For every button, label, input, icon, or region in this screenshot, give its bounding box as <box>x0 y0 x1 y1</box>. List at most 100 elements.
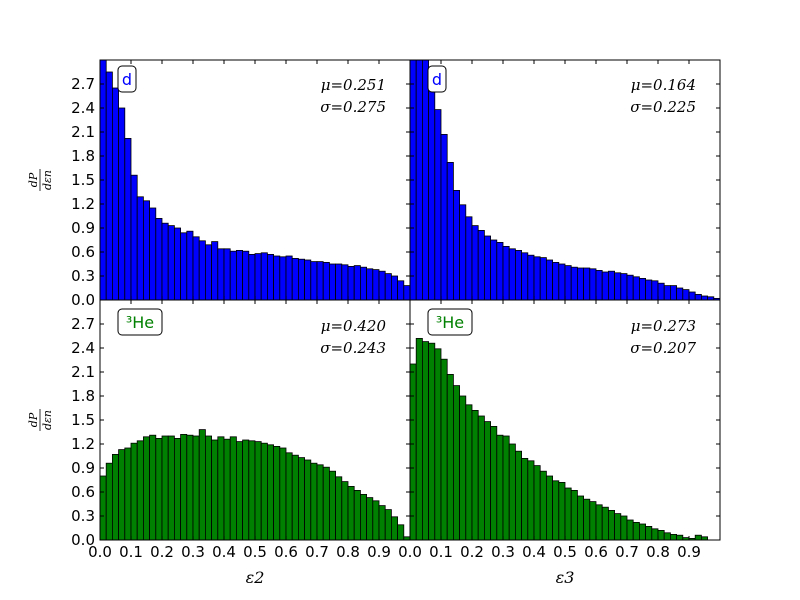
bar <box>403 285 411 301</box>
ylabel-top: dP dεn <box>27 169 54 191</box>
bar <box>676 534 684 541</box>
badge-bottom-left: ³He <box>117 308 163 336</box>
bar <box>248 440 256 541</box>
bar <box>651 528 659 541</box>
bar <box>589 268 597 301</box>
bar <box>285 452 293 541</box>
bar <box>632 522 640 541</box>
bar <box>564 487 572 541</box>
bar <box>285 255 293 301</box>
bar <box>477 229 485 301</box>
x-tick-label: 0.1 <box>119 543 143 561</box>
y-tick-label: 2.7 <box>71 315 95 333</box>
mu-top-left: μ=0.251 <box>321 76 386 94</box>
y-tick-label: 1.8 <box>71 387 95 405</box>
y-tick-label: 0.9 <box>71 459 95 477</box>
bar <box>384 509 392 541</box>
bar <box>186 434 194 541</box>
bar <box>508 248 516 301</box>
bar <box>459 204 467 301</box>
bar <box>266 444 274 541</box>
x-tick-label: 0.4 <box>522 543 546 561</box>
bar <box>471 409 479 541</box>
mu-bottom-left: μ=0.420 <box>321 317 387 335</box>
bar <box>390 516 398 541</box>
bar <box>428 342 436 541</box>
bar <box>310 462 318 541</box>
bar <box>378 270 386 301</box>
y-tick-label: 2.4 <box>71 339 95 357</box>
y-tick-label: 0.6 <box>71 483 95 501</box>
bar <box>211 439 219 541</box>
bar <box>149 207 157 301</box>
y-tick-label: 2.1 <box>71 123 95 141</box>
x-tick-label: 0.1 <box>429 543 453 561</box>
bar <box>533 256 541 301</box>
bar <box>359 266 367 301</box>
bar <box>477 415 485 541</box>
bar <box>446 373 454 541</box>
bar <box>483 235 491 301</box>
bar <box>347 265 355 301</box>
badge-top-right: d <box>427 65 447 93</box>
bar <box>502 245 510 301</box>
bar <box>626 274 634 301</box>
y-tick-label: 2.4 <box>71 99 95 117</box>
badge-bottom-right: ³He <box>427 308 473 336</box>
bar <box>515 249 523 301</box>
bar <box>136 440 144 541</box>
bar <box>266 253 274 301</box>
panel-top-right <box>409 59 721 301</box>
bar <box>366 268 374 301</box>
sigma-bottom-left: σ=0.243 <box>320 339 386 357</box>
bar <box>415 337 423 541</box>
bar <box>490 239 498 301</box>
bar <box>372 269 380 301</box>
x-tick-label: 0.7 <box>305 543 329 561</box>
bar <box>490 425 498 541</box>
bar <box>304 459 312 541</box>
bar <box>192 236 200 301</box>
y-tick-label: 1.5 <box>71 411 95 429</box>
bar <box>440 133 448 301</box>
bar <box>471 225 479 301</box>
bar <box>198 240 206 301</box>
x-tick-label: 0.7 <box>615 543 639 561</box>
bar <box>142 200 150 301</box>
bar <box>161 435 169 541</box>
bar <box>421 59 429 301</box>
y-tick-label: 2.1 <box>71 363 95 381</box>
bar <box>639 523 647 541</box>
bar <box>112 453 120 541</box>
bar <box>130 174 138 301</box>
bar <box>335 476 343 541</box>
x-tick-label: 0.2 <box>150 543 174 561</box>
bar <box>515 450 523 541</box>
bar <box>223 248 231 301</box>
bar <box>198 429 206 541</box>
bar <box>149 434 157 541</box>
bar <box>204 435 212 541</box>
y-tick-label: 0.3 <box>71 267 95 285</box>
bar <box>676 287 684 301</box>
bar <box>670 534 678 541</box>
y-tick-label: 1.5 <box>71 171 95 189</box>
bar <box>112 87 120 301</box>
y-tick-label: 1.8 <box>71 147 95 165</box>
panel-bottom-right <box>409 337 709 541</box>
x-tick-label: 0.5 <box>243 543 267 561</box>
bar <box>105 462 113 541</box>
bar <box>217 248 225 301</box>
bar <box>502 435 510 541</box>
bar <box>651 280 659 301</box>
bar <box>167 225 175 301</box>
x-tick-label: 0.8 <box>646 543 670 561</box>
bar <box>254 441 262 541</box>
y-tick-label: 0.9 <box>71 219 95 237</box>
bar <box>657 530 665 541</box>
bar <box>639 277 647 301</box>
bar <box>434 348 442 541</box>
bar <box>291 257 299 301</box>
bar <box>229 436 237 541</box>
bar <box>124 447 132 541</box>
